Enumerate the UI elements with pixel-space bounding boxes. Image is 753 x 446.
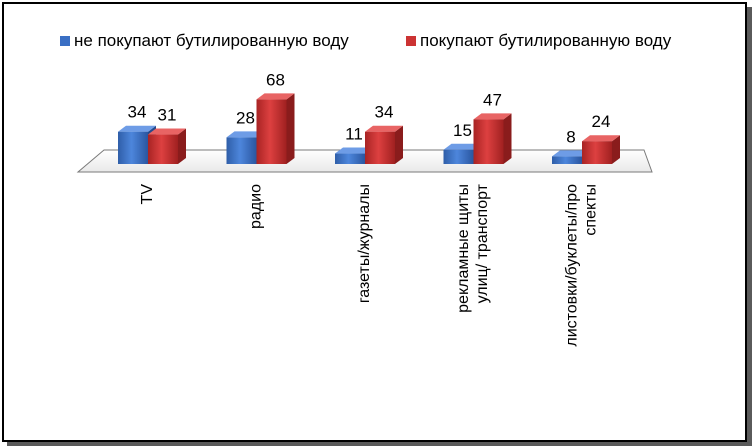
value-label-2-1: 31 <box>158 106 177 125</box>
category-label-line: рекламные щиты <box>455 184 472 313</box>
value-label-1-4: 15 <box>453 121 472 140</box>
category-label-line: спекты <box>583 184 600 236</box>
category-label-line: радио <box>248 184 265 229</box>
bar-chart: не покупают бутилированную воду покупают… <box>60 31 672 347</box>
value-label-2-3: 34 <box>375 103 394 122</box>
bar-2-3 <box>365 125 403 164</box>
category-label-line: листовки/буклеты/про <box>564 184 581 347</box>
bar-2-2 <box>256 93 295 164</box>
value-label-1-1: 34 <box>128 103 147 122</box>
value-label-1-3: 11 <box>345 125 363 144</box>
legend-swatch-series-1 <box>60 36 70 46</box>
legend-item-series-1: не покупают бутилированную воду <box>60 31 349 50</box>
category-label-4: рекламные щиты улиц/ транспорт <box>455 183 491 313</box>
legend-label-series-2: покупают бутилированную воду <box>420 31 672 50</box>
legend-swatch-series-2 <box>406 36 416 46</box>
value-label-1-2: 28 <box>236 108 255 127</box>
bars <box>118 93 620 164</box>
legend-label-series-1: не покупают бутилированную воду <box>74 31 349 50</box>
category-label-line: газеты/журналы <box>356 184 373 303</box>
category-label-2: радио <box>248 184 265 229</box>
category-labels: TV радио газеты/журналы рекламные щиты улиц/… <box>139 183 600 346</box>
value-label-2-2: 68 <box>266 70 285 89</box>
value-label-1-5: 8 <box>566 127 575 146</box>
bar-2-4 <box>473 113 512 164</box>
bar-2-1 <box>148 128 186 164</box>
value-label-2-4: 47 <box>483 90 502 109</box>
bar-2-5 <box>582 135 620 164</box>
legend-item-series-2: покупают бутилированную воду <box>406 31 672 50</box>
category-label-3: газеты/журналы <box>356 184 373 303</box>
value-labels: 34 31 28 68 11 34 15 47 8 24 <box>128 70 611 146</box>
category-label-line: TV <box>139 184 156 205</box>
category-label-1: TV <box>139 184 156 205</box>
category-label-line: улиц/ транспорт <box>474 183 491 303</box>
category-label-5: листовки/буклеты/про спекты <box>564 184 600 347</box>
chart-frame: не покупают бутилированную воду покупают… <box>2 2 747 442</box>
value-label-2-5: 24 <box>592 112 611 131</box>
legend: не покупают бутилированную воду покупают… <box>60 31 672 50</box>
